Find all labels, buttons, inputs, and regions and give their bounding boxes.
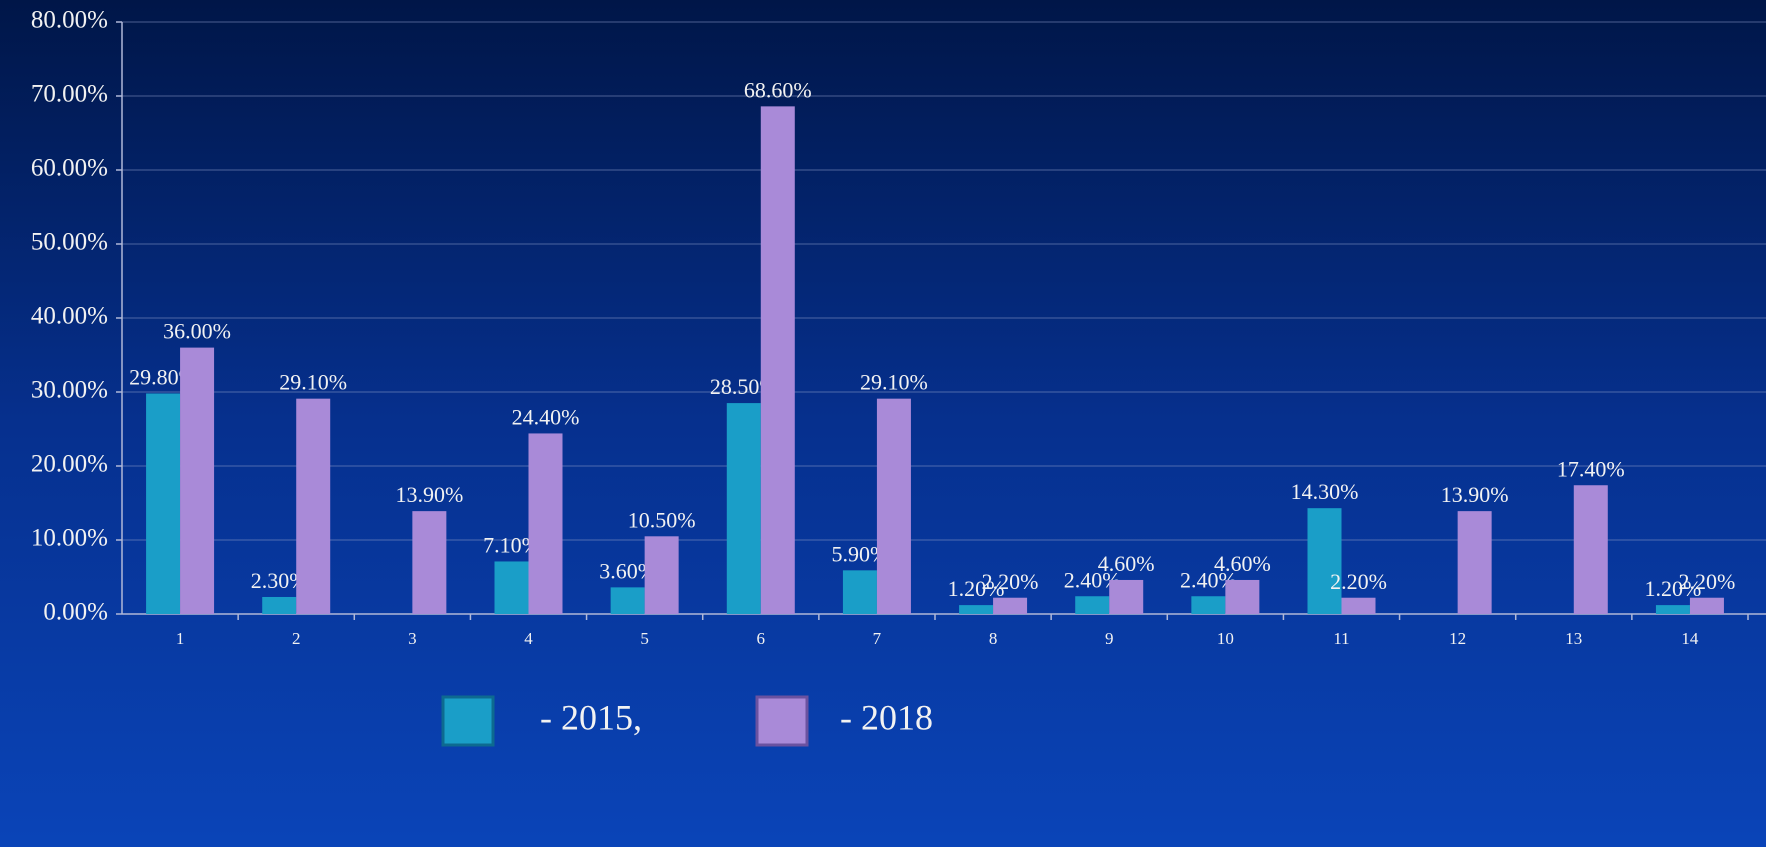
y-tick-label: 10.00% — [31, 525, 108, 552]
data-label: 36.00% — [163, 319, 231, 344]
data-label: 14.30% — [1291, 479, 1359, 504]
legend-swatch — [755, 695, 809, 747]
bar — [1689, 597, 1724, 614]
x-tick-label: 6 — [757, 629, 766, 648]
x-tick-label: 5 — [640, 629, 649, 648]
bar — [610, 587, 645, 614]
bar — [1341, 597, 1376, 614]
bar — [876, 398, 911, 614]
bar — [1655, 605, 1690, 614]
data-label: 17.40% — [1557, 456, 1625, 481]
x-tick-label: 14 — [1681, 629, 1699, 648]
y-tick-label: 60.00% — [31, 155, 108, 182]
y-tick-label: 40.00% — [31, 303, 108, 330]
legend-swatch — [441, 695, 495, 747]
data-label: 2.20% — [982, 569, 1039, 594]
bar — [1225, 579, 1260, 614]
data-label: 24.40% — [512, 404, 580, 429]
data-label: 1.20% — [948, 576, 1005, 601]
x-tick-label: 9 — [1105, 629, 1114, 648]
bar — [760, 106, 795, 615]
bar — [262, 596, 297, 614]
bar — [993, 597, 1028, 614]
bar — [1191, 596, 1226, 614]
y-tick-label: 20.00% — [31, 451, 108, 478]
data-label: 10.50% — [628, 507, 696, 532]
x-tick-label: 2 — [292, 629, 301, 648]
bar — [1075, 596, 1110, 614]
x-tick-label: 12 — [1449, 629, 1466, 648]
x-tick-label: 11 — [1333, 629, 1349, 648]
data-label: 2.20% — [1679, 569, 1736, 594]
bar — [1307, 508, 1342, 614]
bar — [959, 605, 994, 614]
bar — [1573, 485, 1608, 614]
data-label: 13.90% — [1441, 482, 1509, 507]
bar — [146, 393, 181, 614]
data-label: 68.60% — [744, 77, 812, 102]
bar — [180, 347, 215, 614]
x-tick-label: 8 — [989, 629, 998, 648]
data-label: 13.90% — [395, 482, 463, 507]
legend-label: - 2015, — [540, 697, 642, 737]
y-tick-label: 80.00% — [31, 7, 108, 34]
data-label: 4.60% — [1098, 551, 1155, 576]
bar — [644, 536, 679, 614]
bar — [842, 570, 877, 614]
x-tick-label: 10 — [1217, 629, 1234, 648]
y-tick-label: 70.00% — [31, 81, 108, 108]
y-tick-label: 50.00% — [31, 229, 108, 256]
legend-label: - 2018 — [840, 697, 933, 737]
data-label: 4.60% — [1214, 551, 1271, 576]
x-tick-label: 1 — [176, 629, 185, 648]
data-label: 29.10% — [279, 370, 347, 395]
data-label: 29.10% — [860, 370, 928, 395]
bar — [412, 511, 447, 614]
x-tick-label: 13 — [1565, 629, 1582, 648]
bar — [726, 403, 761, 614]
x-tick-label: 7 — [873, 629, 882, 648]
bar — [494, 561, 529, 614]
y-tick-label: 0.00% — [43, 599, 108, 626]
bar — [296, 398, 331, 614]
y-tick-label: 30.00% — [31, 377, 108, 404]
bar — [528, 433, 563, 614]
data-label: 2.20% — [1330, 569, 1387, 594]
bar — [1457, 511, 1492, 614]
x-tick-label: 4 — [524, 629, 533, 648]
bar — [1109, 579, 1144, 614]
data-label: 1.20% — [1645, 576, 1702, 601]
x-tick-label: 3 — [408, 629, 417, 648]
